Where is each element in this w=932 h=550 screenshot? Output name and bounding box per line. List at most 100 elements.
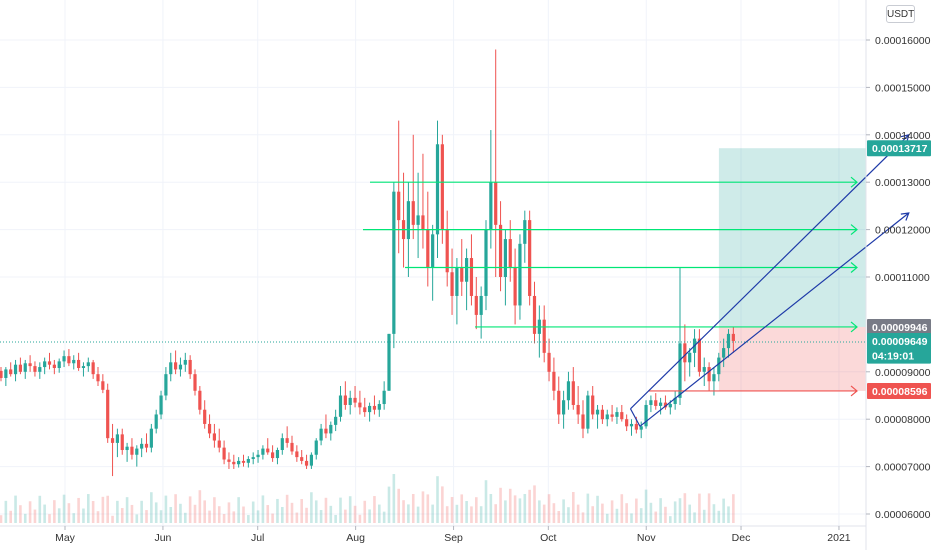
candle-body bbox=[212, 433, 216, 441]
candle-body bbox=[324, 428, 328, 434]
candle-body bbox=[372, 405, 377, 410]
volume-bar bbox=[154, 502, 158, 523]
volume-bar bbox=[610, 500, 614, 523]
candle-body bbox=[28, 363, 32, 367]
volume-bar bbox=[669, 516, 672, 523]
volume-bar bbox=[542, 504, 546, 523]
volume-bar bbox=[150, 492, 153, 523]
candle-body bbox=[683, 343, 687, 363]
price-tags: 0.00013717 0.00009946 0.00009649 04:19:01 0.… bbox=[867, 140, 931, 399]
x-tick-label: 2021 bbox=[827, 532, 851, 544]
time-axis[interactable]: May Jun Jul Aug Sep Oct Nov Dec 2021 bbox=[0, 525, 866, 544]
candle-body bbox=[144, 443, 149, 448]
candle-body bbox=[576, 404, 580, 415]
volume-bar bbox=[673, 501, 677, 523]
candle-body bbox=[659, 402, 663, 406]
candle-body bbox=[503, 239, 507, 277]
candle-body bbox=[275, 450, 280, 459]
candle-body bbox=[304, 460, 309, 466]
volume-bar bbox=[28, 501, 32, 523]
y-tick-label: 0.00008000 bbox=[875, 414, 931, 426]
volume-bar bbox=[348, 496, 352, 523]
y-tick-label: 0.00014000 bbox=[875, 130, 931, 142]
volume-bar bbox=[203, 500, 206, 523]
candle-body bbox=[4, 369, 8, 378]
volume-bar bbox=[513, 495, 517, 523]
candle-body bbox=[57, 361, 61, 369]
volume-bar bbox=[712, 504, 716, 523]
volume-bar bbox=[227, 502, 231, 523]
candle-body bbox=[426, 229, 430, 268]
candle-body bbox=[110, 438, 115, 443]
volume-bar bbox=[77, 497, 80, 523]
candle-body bbox=[81, 366, 86, 369]
volume-bar bbox=[378, 504, 381, 523]
volume-bar bbox=[0, 515, 3, 523]
volume-bar bbox=[654, 511, 658, 523]
volume-bar bbox=[237, 497, 240, 523]
volume-bar bbox=[91, 501, 95, 523]
candle-body bbox=[353, 397, 357, 403]
candle-body bbox=[154, 414, 158, 429]
price-tag-label: 0.00008596 bbox=[872, 386, 928, 398]
volume-bar bbox=[518, 498, 522, 523]
volume-bar bbox=[62, 494, 66, 523]
volume-bar bbox=[552, 503, 556, 523]
quote-unit-label[interactable]: USDT bbox=[886, 5, 915, 23]
volume-bar bbox=[353, 505, 357, 523]
candle-body bbox=[605, 414, 609, 420]
candle-body bbox=[673, 397, 677, 405]
price-axis[interactable]: 0.00016000 0.00015000 0.00014000 0.00013000… bbox=[865, 0, 931, 550]
candle-body bbox=[183, 359, 187, 365]
volume-bar bbox=[547, 494, 551, 523]
candle-body bbox=[52, 364, 56, 369]
volume-bar bbox=[67, 503, 71, 523]
volume-bar bbox=[57, 508, 61, 523]
candle-body bbox=[18, 364, 22, 372]
volume-bar bbox=[130, 504, 134, 523]
candle-body bbox=[717, 357, 721, 375]
channel-arrow-head bbox=[900, 212, 910, 221]
y-tick-label: 0.00015000 bbox=[875, 82, 931, 94]
candle-body bbox=[678, 343, 682, 398]
candle-body bbox=[217, 440, 221, 448]
candle-body bbox=[86, 362, 90, 367]
x-tick-label: Jun bbox=[154, 532, 171, 544]
volume-bar bbox=[14, 495, 17, 523]
candle-body bbox=[455, 267, 459, 296]
volume-bar bbox=[217, 506, 221, 523]
candle-body bbox=[663, 402, 668, 408]
long-position-tool[interactable] bbox=[718, 148, 866, 391]
candle-body bbox=[518, 243, 522, 306]
volume-bar bbox=[188, 496, 192, 523]
volume-bar bbox=[528, 489, 531, 523]
loss-zone bbox=[718, 326, 866, 391]
volume-bar bbox=[523, 494, 527, 523]
volume-bar bbox=[625, 503, 628, 523]
candle-body bbox=[649, 400, 653, 405]
volume-bar bbox=[19, 505, 22, 523]
volume-bar bbox=[72, 513, 76, 523]
volume-bar bbox=[159, 510, 163, 523]
candle-body bbox=[450, 272, 454, 296]
volume-bar bbox=[596, 495, 599, 523]
volume-bar bbox=[702, 509, 706, 523]
candle-body bbox=[484, 229, 488, 296]
candle-body bbox=[474, 295, 478, 315]
volume-bar bbox=[586, 493, 590, 523]
candle-body bbox=[23, 363, 27, 372]
candle-body bbox=[130, 446, 134, 455]
volume-bar bbox=[411, 494, 415, 523]
volume-bars bbox=[0, 474, 735, 523]
volume-bar bbox=[591, 506, 594, 523]
candle-body bbox=[557, 390, 561, 415]
candle-body bbox=[135, 448, 139, 455]
candle-body bbox=[149, 428, 153, 448]
price-tag-box bbox=[867, 382, 931, 399]
horizontal-levels[interactable] bbox=[363, 176, 858, 397]
candle-body bbox=[227, 459, 231, 462]
volume-bar bbox=[276, 498, 279, 523]
candle-body bbox=[271, 452, 275, 459]
trend-channel[interactable] bbox=[629, 133, 910, 427]
